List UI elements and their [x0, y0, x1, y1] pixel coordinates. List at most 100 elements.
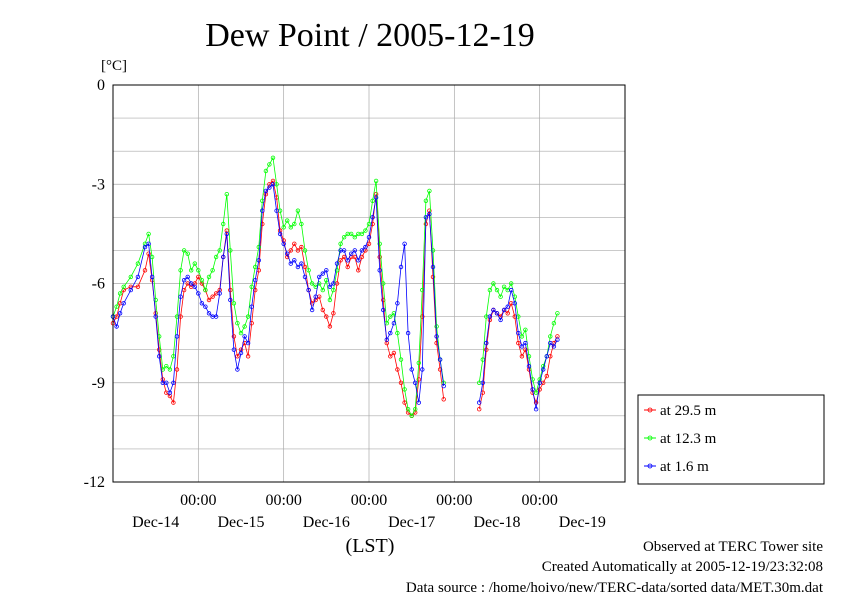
- legend-swatch-marker: [647, 407, 653, 413]
- data-point: [416, 400, 421, 405]
- data-point: [128, 274, 133, 280]
- data-point: [210, 268, 215, 273]
- data-point: [338, 241, 343, 246]
- data-point: [235, 367, 240, 372]
- data-point: [430, 264, 436, 270]
- data-point: [320, 307, 325, 313]
- data-point: [324, 268, 329, 273]
- data-point: [391, 350, 397, 356]
- data-point: [359, 231, 365, 237]
- data-point: [192, 261, 197, 266]
- data-point: [231, 301, 237, 306]
- data-point: [199, 301, 205, 306]
- data-point: [171, 380, 176, 385]
- x-tick-time-label: 00:00: [436, 492, 472, 509]
- data-point: [338, 258, 343, 263]
- data-point: [533, 407, 539, 412]
- data-point: [533, 390, 539, 395]
- data-point: [530, 387, 535, 392]
- data-point: [491, 281, 496, 286]
- data-point: [281, 241, 286, 246]
- data-point: [309, 307, 315, 313]
- data-point: [320, 271, 325, 276]
- data-point: [302, 248, 308, 253]
- data-point: [320, 287, 325, 293]
- data-point: [505, 304, 510, 309]
- data-point: [213, 314, 219, 319]
- data-point: [356, 268, 361, 273]
- data-point: [299, 261, 304, 266]
- data-point: [249, 304, 254, 309]
- x-axis-label: (LST): [346, 535, 395, 557]
- data-point: [366, 221, 372, 227]
- data-point: [487, 314, 493, 319]
- data-point: [388, 330, 393, 336]
- data-point: [228, 297, 233, 303]
- data-point: [210, 294, 215, 299]
- data-point: [285, 251, 290, 256]
- data-point: [135, 284, 141, 289]
- data-point: [167, 367, 173, 372]
- data-point: [509, 287, 514, 293]
- data-point: [544, 354, 549, 359]
- data-point: [516, 330, 521, 336]
- y-tick-label: -3: [92, 176, 105, 193]
- data-point: [178, 268, 183, 273]
- legend-label: at 12.3 m: [660, 431, 717, 447]
- data-point: [420, 314, 425, 319]
- data-point: [519, 354, 525, 359]
- data-point: [345, 264, 350, 270]
- data-point: [409, 367, 414, 372]
- data-point: [388, 314, 393, 319]
- data-point: [327, 324, 333, 329]
- legend-swatch-marker: [647, 435, 653, 441]
- data-point: [327, 297, 333, 303]
- data-point: [363, 244, 368, 250]
- data-point: [242, 324, 247, 329]
- series-layer: [110, 155, 560, 418]
- data-point: [505, 311, 510, 316]
- data-point: [334, 268, 340, 273]
- data-point: [252, 278, 258, 283]
- y-tick-label: -6: [92, 276, 105, 293]
- data-point: [373, 195, 379, 200]
- data-point: [381, 307, 386, 313]
- data-point: [178, 294, 183, 299]
- data-point: [245, 340, 251, 346]
- data-point: [263, 168, 269, 174]
- data-point: [295, 264, 301, 270]
- data-point: [359, 254, 365, 260]
- data-point: [270, 182, 276, 187]
- data-point: [295, 248, 301, 253]
- data-point: [331, 281, 336, 286]
- data-point: [277, 231, 283, 237]
- data-point: [441, 397, 446, 402]
- data-point: [146, 231, 151, 237]
- data-point: [299, 244, 304, 250]
- data-point: [533, 400, 539, 405]
- data-point: [349, 231, 354, 237]
- data-point: [256, 258, 261, 263]
- data-point: [220, 221, 226, 227]
- data-point: [288, 225, 293, 230]
- y-tick-label: 0: [97, 77, 105, 94]
- data-point: [416, 377, 421, 382]
- data-point: [274, 208, 279, 213]
- data-point: [416, 360, 421, 366]
- data-point: [388, 354, 393, 359]
- data-point: [174, 334, 180, 339]
- data-point: [501, 284, 507, 289]
- data-point: [341, 248, 347, 253]
- data-point: [381, 281, 386, 286]
- data-point: [156, 354, 162, 359]
- data-point: [423, 198, 429, 203]
- data-point: [398, 357, 404, 362]
- series-line: [478, 289, 558, 410]
- data-point: [331, 287, 336, 293]
- data-point: [548, 334, 553, 339]
- data-point: [402, 400, 407, 405]
- data-point: [317, 274, 322, 280]
- data-point: [377, 268, 382, 273]
- data-point: [206, 274, 212, 280]
